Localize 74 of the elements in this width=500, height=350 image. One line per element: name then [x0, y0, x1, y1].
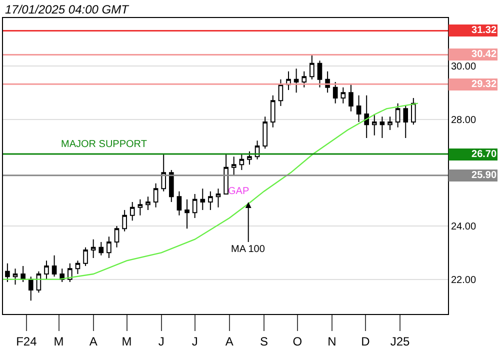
candlestick	[395, 102, 400, 128]
candlestick	[302, 70, 307, 88]
chart-title: 17/01/2025 04:00 GMT	[5, 2, 130, 17]
candlestick	[356, 94, 362, 122]
y-tick-label: 24.00	[451, 222, 476, 232]
candlestick	[169, 170, 174, 202]
ref-line-label: 29.32	[472, 79, 497, 90]
candlestick	[106, 236, 112, 258]
line-series	[3, 102, 418, 280]
x-tick-label: S	[260, 334, 268, 348]
candlestick	[216, 188, 221, 208]
candlestick	[90, 238, 96, 258]
candlestick	[98, 242, 104, 256]
x-tick-label: D	[361, 334, 370, 348]
x-tick-label: N	[328, 334, 336, 348]
candlestick	[310, 54, 314, 80]
ref-line-label: 26.70	[472, 149, 497, 160]
candlestick	[262, 116, 268, 150]
candlestick	[130, 202, 135, 222]
candlestick	[28, 276, 34, 302]
candlestick	[348, 84, 354, 112]
candlestick	[184, 198, 190, 230]
candlestick	[332, 82, 338, 104]
candlestick	[146, 196, 150, 210]
candlestick	[317, 60, 322, 88]
candlestick	[75, 260, 80, 274]
candlestick	[200, 188, 206, 210]
candlestick	[153, 182, 158, 208]
candlestick	[161, 154, 166, 192]
candlestick	[364, 94, 369, 138]
y-tick-label: 28.00	[451, 114, 476, 126]
y-tick-label: 22.00	[451, 274, 476, 286]
candlestick	[380, 116, 385, 138]
candlestick	[239, 154, 244, 170]
x-tick-label: M	[54, 334, 64, 348]
x-tick-label: A	[89, 334, 98, 348]
x-tick-label: M	[122, 334, 132, 348]
annotation: GAP	[228, 186, 250, 197]
x-tick-label: J25	[390, 334, 410, 348]
candlestick	[192, 194, 198, 218]
ref-line-label: 25.90	[472, 170, 497, 181]
candlestick	[247, 150, 252, 166]
candlestick	[411, 98, 416, 126]
x-tick-label: J	[192, 334, 198, 348]
candlestick	[224, 154, 228, 194]
candlestick	[286, 70, 291, 90]
candlestick	[403, 106, 408, 138]
candlestick	[44, 260, 49, 280]
candlestick	[208, 190, 213, 210]
candlestick	[138, 198, 143, 216]
candlestick	[294, 68, 299, 94]
candlestick	[122, 210, 127, 232]
candlestick	[388, 116, 392, 130]
candlestick	[52, 254, 57, 278]
candlestick	[231, 156, 236, 176]
candlestick	[176, 190, 182, 216]
x-tick-label: A	[225, 334, 234, 348]
annotation: MAJOR SUPPORT	[61, 139, 147, 150]
annotation: MA 100	[231, 244, 266, 255]
x-tick-label: O	[292, 334, 302, 348]
ref-line-label: 30.42	[472, 49, 497, 60]
candlestick	[83, 246, 88, 266]
candlestick	[278, 78, 284, 106]
candlestick	[12, 268, 18, 286]
candlestick	[340, 86, 346, 104]
candlestick	[372, 114, 377, 136]
x-tick-label: F24	[16, 334, 38, 348]
ref-line-label: 31.32	[472, 25, 497, 36]
candlestick	[68, 262, 72, 282]
candlestick	[5, 262, 10, 282]
y-tick-label: 30.00	[451, 62, 476, 72]
candlestick	[270, 94, 276, 128]
x-tick-label: J	[158, 334, 164, 348]
candlestick	[114, 226, 120, 248]
